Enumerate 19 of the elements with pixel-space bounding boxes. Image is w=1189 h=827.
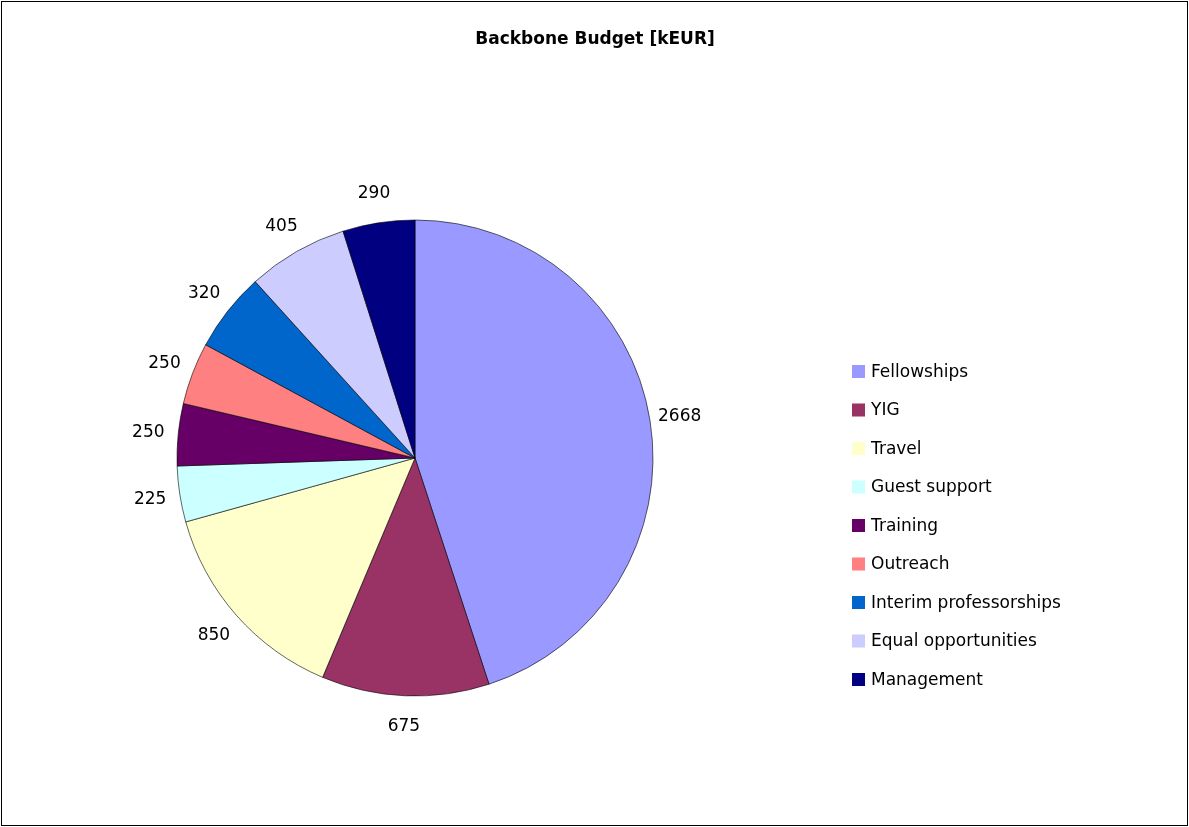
- legend-label: Guest support: [871, 476, 992, 496]
- data-label: 405: [265, 214, 298, 235]
- chart-title: Backbone Budget [kEUR]: [475, 28, 715, 48]
- data-label: 290: [357, 182, 391, 203]
- legend-label: Fellowships: [871, 360, 969, 381]
- data-label: 225: [133, 487, 167, 508]
- legend-label: Equal opportunities: [871, 630, 1038, 650]
- data-label: 2668: [658, 404, 702, 425]
- legend-label: Management: [871, 668, 984, 689]
- data-label: 850: [197, 624, 231, 645]
- data-label: 320: [187, 281, 221, 302]
- data-label: 250: [148, 351, 181, 372]
- data-label: 250: [132, 420, 165, 441]
- legend-label: Interim professorships: [871, 591, 1062, 612]
- legend-label: Training: [870, 514, 939, 535]
- legend-label: YIG: [870, 399, 900, 419]
- legend-label: Travel: [870, 437, 922, 458]
- data-label: 675: [387, 714, 421, 735]
- legend-label: Outreach: [871, 553, 950, 573]
